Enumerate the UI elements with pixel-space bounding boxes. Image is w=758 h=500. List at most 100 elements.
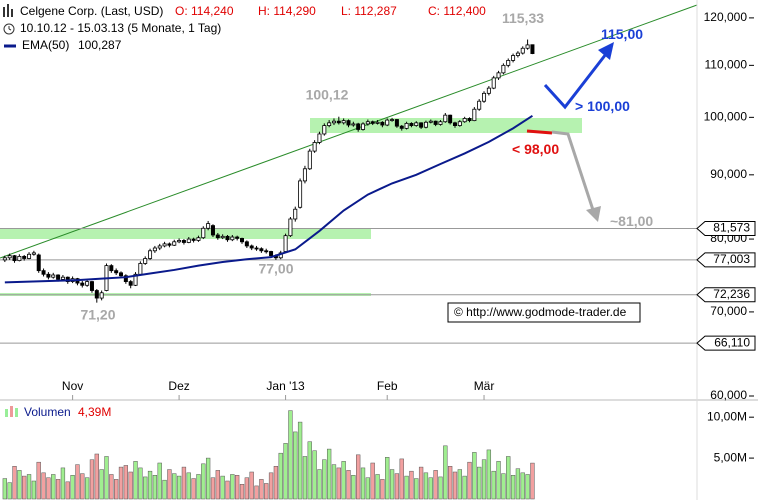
target-label: ~81,00 — [610, 213, 653, 229]
candle-body — [322, 125, 327, 135]
volume-bar — [501, 473, 506, 500]
candle-body — [312, 142, 317, 152]
x-tick-label: Mär — [474, 379, 495, 393]
volume-bar — [423, 472, 429, 500]
candle-body — [259, 248, 264, 252]
volume-bar — [143, 476, 148, 500]
level-box — [696, 220, 756, 236]
volume-bar — [12, 466, 17, 500]
candle-body — [206, 223, 211, 229]
volume-bar — [41, 472, 46, 500]
volume-tick-label: 5,00M — [714, 450, 747, 464]
volume-bar — [230, 474, 235, 500]
candle-body — [123, 275, 128, 282]
volume-bar — [55, 479, 61, 500]
arrow-head — [586, 206, 601, 222]
candle-body — [138, 263, 143, 275]
volume-bar — [370, 462, 375, 500]
volume-bar — [477, 466, 482, 500]
volume-bar — [123, 465, 128, 500]
volume-bar — [26, 474, 32, 500]
candle-body — [506, 60, 511, 66]
candle-body — [491, 77, 496, 89]
candle-body — [119, 272, 124, 277]
volume-bar — [264, 483, 269, 500]
candle-body — [370, 121, 375, 124]
volume-bar — [365, 477, 371, 500]
volume-bar — [380, 479, 385, 500]
level-box — [696, 335, 756, 351]
volume-bar — [254, 485, 259, 500]
volume-bar — [351, 475, 356, 500]
candle-body — [215, 234, 220, 239]
volume-bar — [46, 477, 51, 500]
volume-bar — [496, 461, 501, 500]
volume-bar — [7, 482, 12, 500]
candle-body — [157, 245, 162, 249]
candle-body — [177, 240, 182, 243]
volume-bar — [389, 469, 395, 500]
ohlc-label: L: 112,287 — [341, 4, 397, 18]
candle-body — [283, 235, 288, 252]
volume-bar — [457, 469, 462, 500]
ohlc-label: H: 114,290 — [258, 4, 316, 18]
candle-body — [409, 122, 414, 126]
candle-body — [293, 208, 298, 220]
candle-body — [501, 64, 506, 74]
volume-bar — [472, 452, 477, 500]
candle-body — [515, 52, 520, 56]
candle-body — [341, 120, 346, 124]
volume-bar — [486, 449, 492, 500]
candle-body — [51, 274, 56, 278]
volume-bar — [312, 450, 317, 500]
candle-body — [99, 292, 104, 299]
level-label: 66,110 — [714, 335, 750, 349]
price-annotation: 77,00 — [258, 261, 293, 277]
volume-bar — [409, 470, 414, 500]
labels: 120,000110,000100,00090,00080,00070,0006… — [62, 10, 756, 464]
volume-bar — [84, 477, 90, 500]
volume-bar — [99, 469, 104, 500]
candle-body — [302, 168, 307, 182]
candle-body — [356, 123, 361, 130]
candle-body — [336, 120, 341, 124]
candle-body — [433, 120, 438, 125]
volume-bar — [452, 471, 458, 500]
subtitle: 10.10.12 - 15.03.13 (5 Monate, 1 Tag) — [20, 21, 221, 35]
y-tick-label: 110,000 — [705, 58, 748, 72]
y-tick-label: 100,000 — [704, 110, 748, 124]
level-box — [696, 252, 756, 268]
candle-body — [462, 118, 467, 123]
scenario-arrow — [543, 53, 608, 110]
marks — [2, 39, 535, 500]
volume-bar — [399, 458, 404, 500]
volume-bar — [259, 479, 264, 500]
volume-bar — [89, 459, 95, 500]
volume-bar — [31, 480, 37, 500]
volume-bar — [356, 454, 361, 500]
volume-bar — [428, 477, 433, 500]
candle-body — [423, 121, 428, 128]
volume-bar — [322, 459, 327, 500]
candle-body — [419, 122, 424, 128]
x-tick-label: Feb — [377, 379, 398, 393]
volume-bar — [341, 461, 346, 500]
volume-bar — [235, 475, 240, 500]
candle-body — [27, 253, 32, 259]
volume-bar — [467, 461, 472, 500]
candle-body — [394, 119, 399, 127]
candle-body — [486, 87, 491, 94]
candle-body — [7, 255, 12, 259]
candle-body — [235, 236, 240, 239]
volume-bar — [520, 472, 525, 500]
ohlc-label: O: 114,240 — [175, 4, 234, 18]
volume-bar — [239, 484, 245, 500]
candle-body — [201, 227, 206, 239]
levels — [0, 227, 697, 344]
candle-body — [264, 250, 269, 253]
candle-body — [428, 120, 433, 123]
candle-body — [94, 290, 99, 299]
